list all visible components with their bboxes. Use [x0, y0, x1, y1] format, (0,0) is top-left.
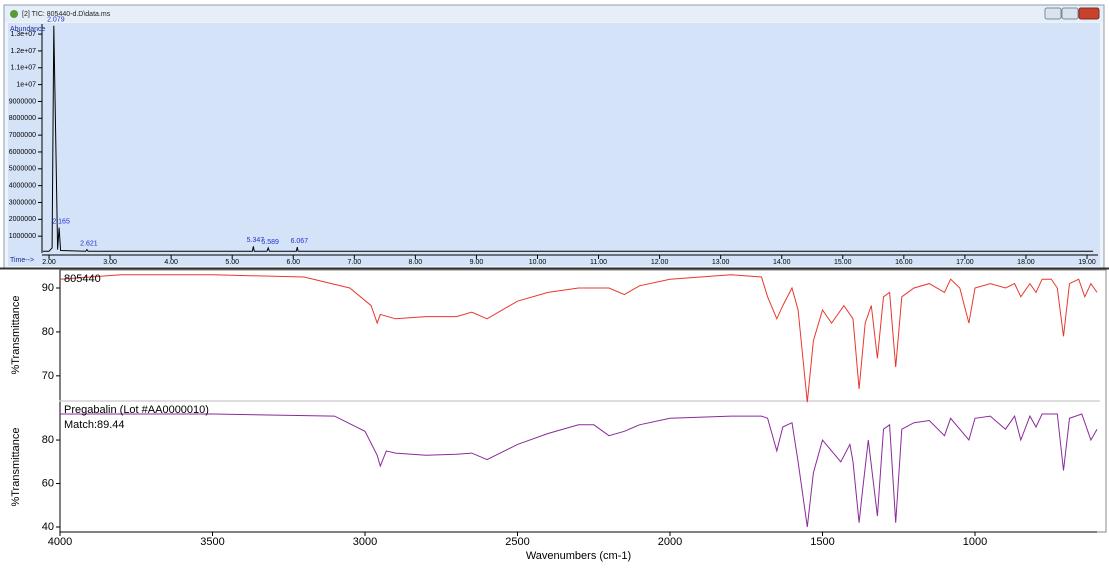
- x-tick-label: 14.00: [773, 259, 791, 266]
- x-axis-label: Wavenumbers (cm-1): [526, 550, 631, 562]
- app-icon: [10, 10, 18, 18]
- peak-label: 2.165: [52, 219, 70, 226]
- x-tick-label: 3.00: [103, 259, 117, 266]
- peak-label: 5.589: [261, 239, 279, 246]
- peak-label: 6.067: [291, 238, 309, 245]
- x-tick-label: 6.00: [286, 259, 300, 266]
- y-tick-label: 1000000: [9, 233, 36, 240]
- y-tick-label: 7000000: [9, 132, 36, 139]
- peak-label: 2.621: [80, 240, 98, 247]
- y-tick-label: 6000000: [9, 149, 36, 156]
- x-tick-label: 4.00: [164, 259, 178, 266]
- y-tick-label: 60: [42, 477, 54, 489]
- series-label: 805440: [64, 273, 101, 285]
- x-tick-label: 10.00: [529, 259, 547, 266]
- x-tick-label: 5.00: [225, 259, 239, 266]
- y-tick-label: 3000000: [9, 199, 36, 206]
- title-bar: [5, 6, 1103, 22]
- maximize-button[interactable]: [1061, 7, 1079, 20]
- x-tick-label: 15.00: [834, 259, 852, 266]
- x-tick-label: 4000: [48, 536, 72, 548]
- plot-background: [8, 23, 1100, 266]
- x-tick-label: 16.00: [895, 259, 913, 266]
- x-tick-label: 2500: [505, 536, 529, 548]
- peak-label: 5.347: [247, 237, 265, 244]
- spectrum-line: [60, 413, 1098, 528]
- window-title: [2] TIC: 805440-d.D\data.ms: [22, 11, 111, 18]
- reference-label: Pregabalin (Lot #AA0000010): [64, 404, 209, 416]
- y-tick-label: 40: [42, 521, 54, 533]
- y-axis-label: %Transmittance: [10, 427, 22, 506]
- match-label: Match:89.44: [64, 419, 125, 431]
- y-tick-label: 80: [42, 434, 54, 446]
- peak-label: 2.079: [47, 17, 65, 24]
- spectrum-line: [42, 25, 1094, 252]
- x-tick-label: 17.00: [956, 259, 974, 266]
- x-tick-label: 3500: [200, 536, 224, 548]
- y-tick-label: 1.2e+07: [11, 48, 37, 55]
- y-tick-label: 5000000: [9, 166, 36, 173]
- close-button[interactable]: [1078, 7, 1100, 20]
- y-tick-label: 9000000: [9, 98, 36, 105]
- x-tick-label: 13.00: [712, 259, 730, 266]
- y-tick-label: 70: [42, 370, 54, 382]
- x-tick-label: 12.00: [651, 259, 669, 266]
- y-tick-label: 1.1e+07: [11, 65, 37, 72]
- x-tick-label: 1500: [810, 536, 834, 548]
- minimize-button[interactable]: [1044, 7, 1062, 20]
- x-tick-label: 7.00: [347, 259, 361, 266]
- y-tick-label: 2000000: [9, 216, 36, 223]
- x-tick-label: 9.00: [470, 259, 484, 266]
- y-tick-label: 8000000: [9, 115, 36, 122]
- y-tick-label: 1e+07: [16, 81, 36, 88]
- x-tick-label: 19.00: [1078, 259, 1096, 266]
- y-tick-label: 1.3e+07: [11, 31, 37, 38]
- spectrum-line: [59, 274, 1098, 403]
- x-tick-label: 2000: [658, 536, 682, 548]
- x-tick-label: 18.00: [1017, 259, 1035, 266]
- x-tick-label: 3000: [353, 536, 377, 548]
- y-tick-label: 90: [42, 282, 54, 294]
- y-axis-label: %Transmittance: [10, 295, 22, 374]
- y-tick-label: 80: [42, 326, 54, 338]
- x-axis-label: Time-->: [10, 257, 34, 264]
- x-tick-label: 11.00: [590, 259, 607, 266]
- y-tick-label: 4000000: [9, 182, 36, 189]
- x-tick-label: 1000: [963, 536, 987, 548]
- x-tick-label: 2.00: [42, 259, 56, 266]
- y-axis-label: Abundance: [10, 26, 46, 33]
- x-tick-label: 8.00: [409, 259, 423, 266]
